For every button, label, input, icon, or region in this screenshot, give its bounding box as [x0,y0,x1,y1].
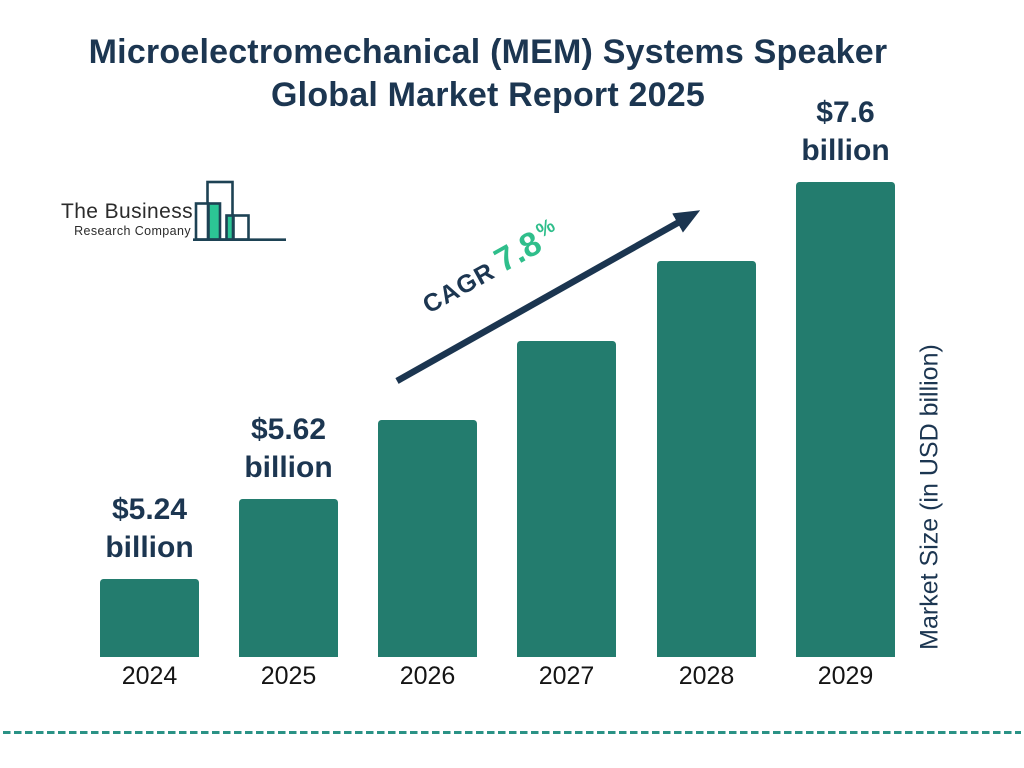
x-tick-2026: 2026 [399,662,456,690]
value-label-2025: $5.62 billion [244,413,333,484]
x-tick-2028: 2028 [678,662,735,690]
chart-title: Microelectromechanical (MEM) Systems Spe… [0,31,976,117]
bar-2024 [100,579,199,657]
x-tick-2025: 2025 [260,662,317,690]
chart-title-line1: Microelectromechanical (MEM) Systems Spe… [88,33,888,71]
bar-2027 [517,341,616,657]
logo-bar-chart-icon [193,180,286,241]
x-tick-2027: 2027 [538,662,595,690]
logo-company-name: The Business [60,200,193,223]
x-tick-2029: 2029 [817,662,874,690]
bar-2028 [657,261,756,657]
value-label-2024: $5.24 billion [105,493,194,564]
bar-2025 [239,499,338,657]
bottom-dashed-line [3,731,1021,734]
logo-company-subtitle: Research Company [74,224,191,238]
bar-2026 [378,420,477,657]
value-label-2029: $7.6 billion [801,96,890,167]
bar-2029 [796,182,895,657]
x-tick-2024: 2024 [121,662,178,690]
chart-title-line2: Global Market Report 2025 [271,76,705,114]
y-axis-label: Market Size (in USD billion) [915,344,944,650]
